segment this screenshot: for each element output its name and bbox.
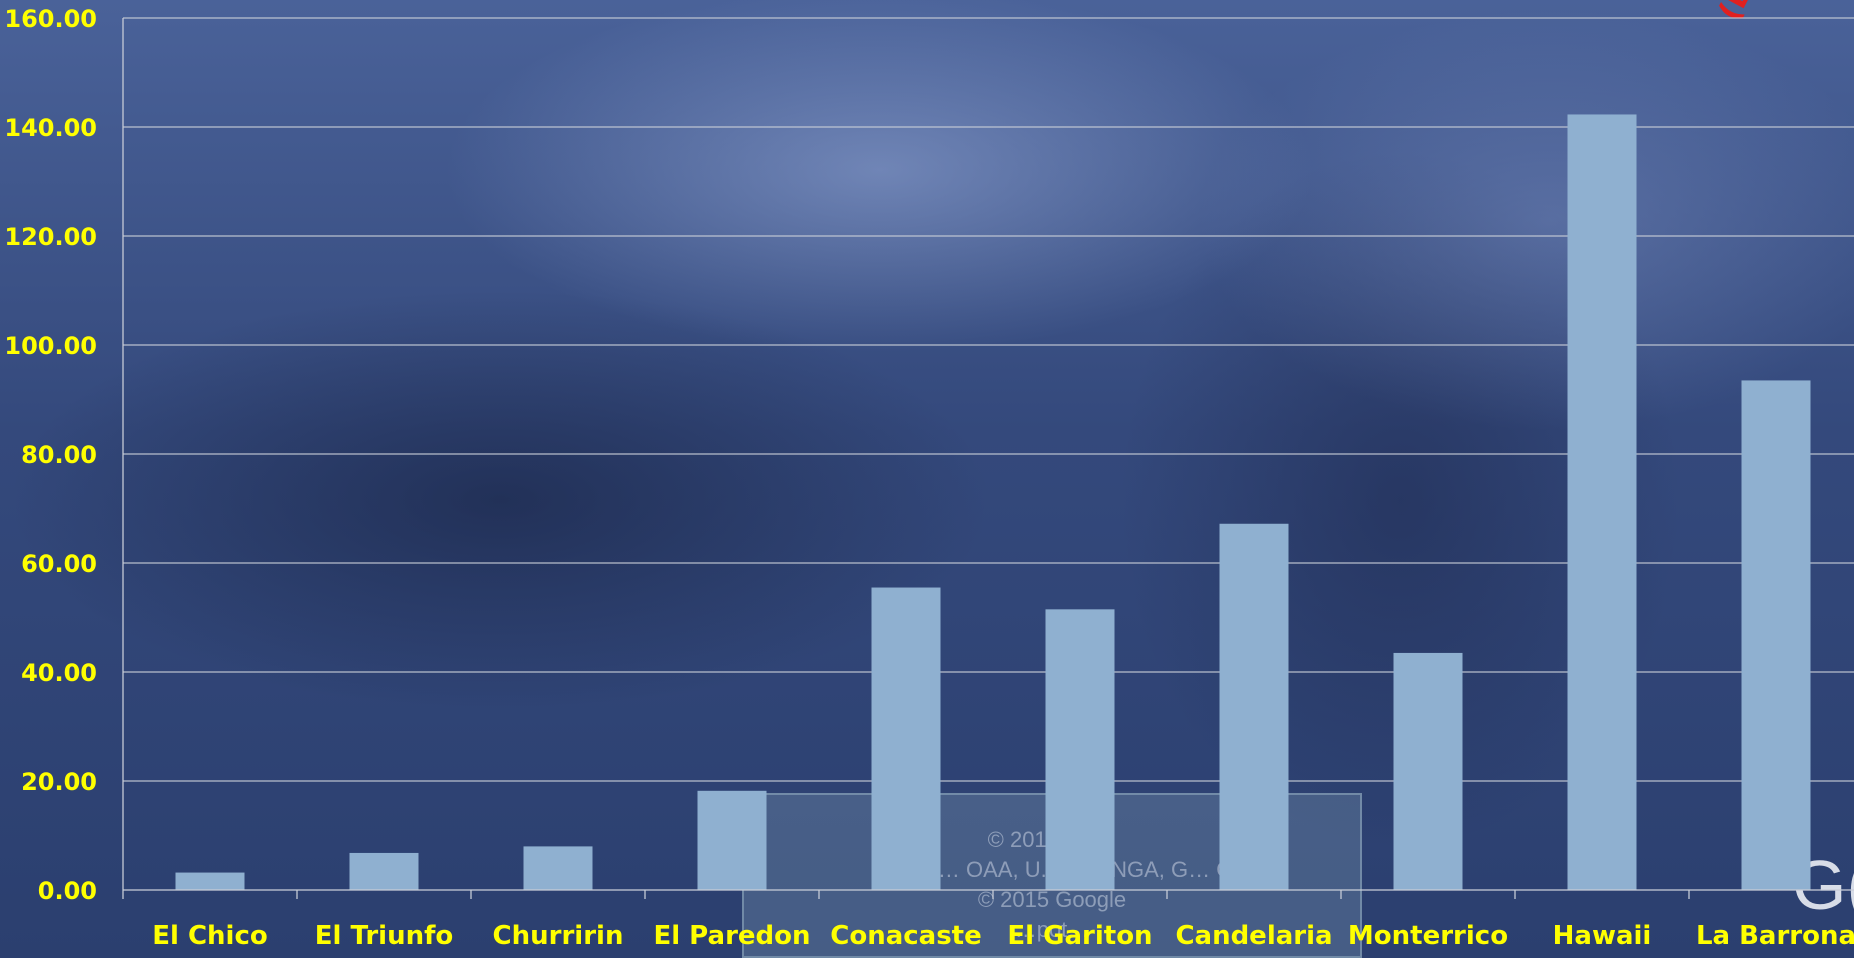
- x-category-label: El Chico: [152, 921, 268, 951]
- x-axis-category-labels: El Chico El Triunfo Churririn El Paredon Con…: [152, 921, 1854, 951]
- bar: [871, 587, 941, 890]
- bar: [1045, 609, 1115, 890]
- x-category-label: El Gariton: [1007, 921, 1152, 951]
- bar: [349, 852, 419, 890]
- bars: [175, 114, 1811, 891]
- bar: [1393, 652, 1463, 890]
- y-tick-label: 80.00: [21, 441, 97, 469]
- attribution-line: © 2015 Google: [977, 887, 1127, 912]
- gridlines: [123, 17, 1854, 782]
- x-category-label: El Paredon: [653, 921, 810, 951]
- y-tick-label: 140.00: [4, 114, 97, 142]
- x-category-label: La Barrona: [1696, 921, 1854, 951]
- y-tick-label: 40.00: [21, 659, 97, 687]
- x-category-label: Conacaste: [830, 921, 982, 951]
- y-tick-label: 20.00: [21, 768, 97, 796]
- x-category-label: Candelaria: [1175, 921, 1332, 951]
- y-tick-label: 160.00: [4, 5, 97, 33]
- x-category-label: Hawaii: [1553, 921, 1652, 951]
- bar: [523, 846, 593, 890]
- x-category-label: Churririn: [493, 921, 624, 951]
- y-tick-label: 120.00: [4, 223, 97, 251]
- bar: [697, 790, 767, 890]
- x-axis: [122, 18, 1854, 899]
- y-tick-label: 100.00: [4, 332, 97, 360]
- attribution-line: …pot…: [1014, 917, 1090, 942]
- bar: [175, 872, 245, 890]
- bar: [1567, 114, 1637, 891]
- bar: [1219, 523, 1289, 890]
- y-tick-label: 60.00: [21, 550, 97, 578]
- x-category-label: Monterrico: [1348, 921, 1508, 951]
- y-axis-tick-labels: 0.00 20.00 40.00 60.00 80.00 100.00 120.00 140.…: [4, 5, 97, 905]
- y-tick-label: 0.00: [38, 877, 97, 905]
- x-category-label: El Triunfo: [315, 921, 454, 951]
- bar: [1741, 380, 1811, 890]
